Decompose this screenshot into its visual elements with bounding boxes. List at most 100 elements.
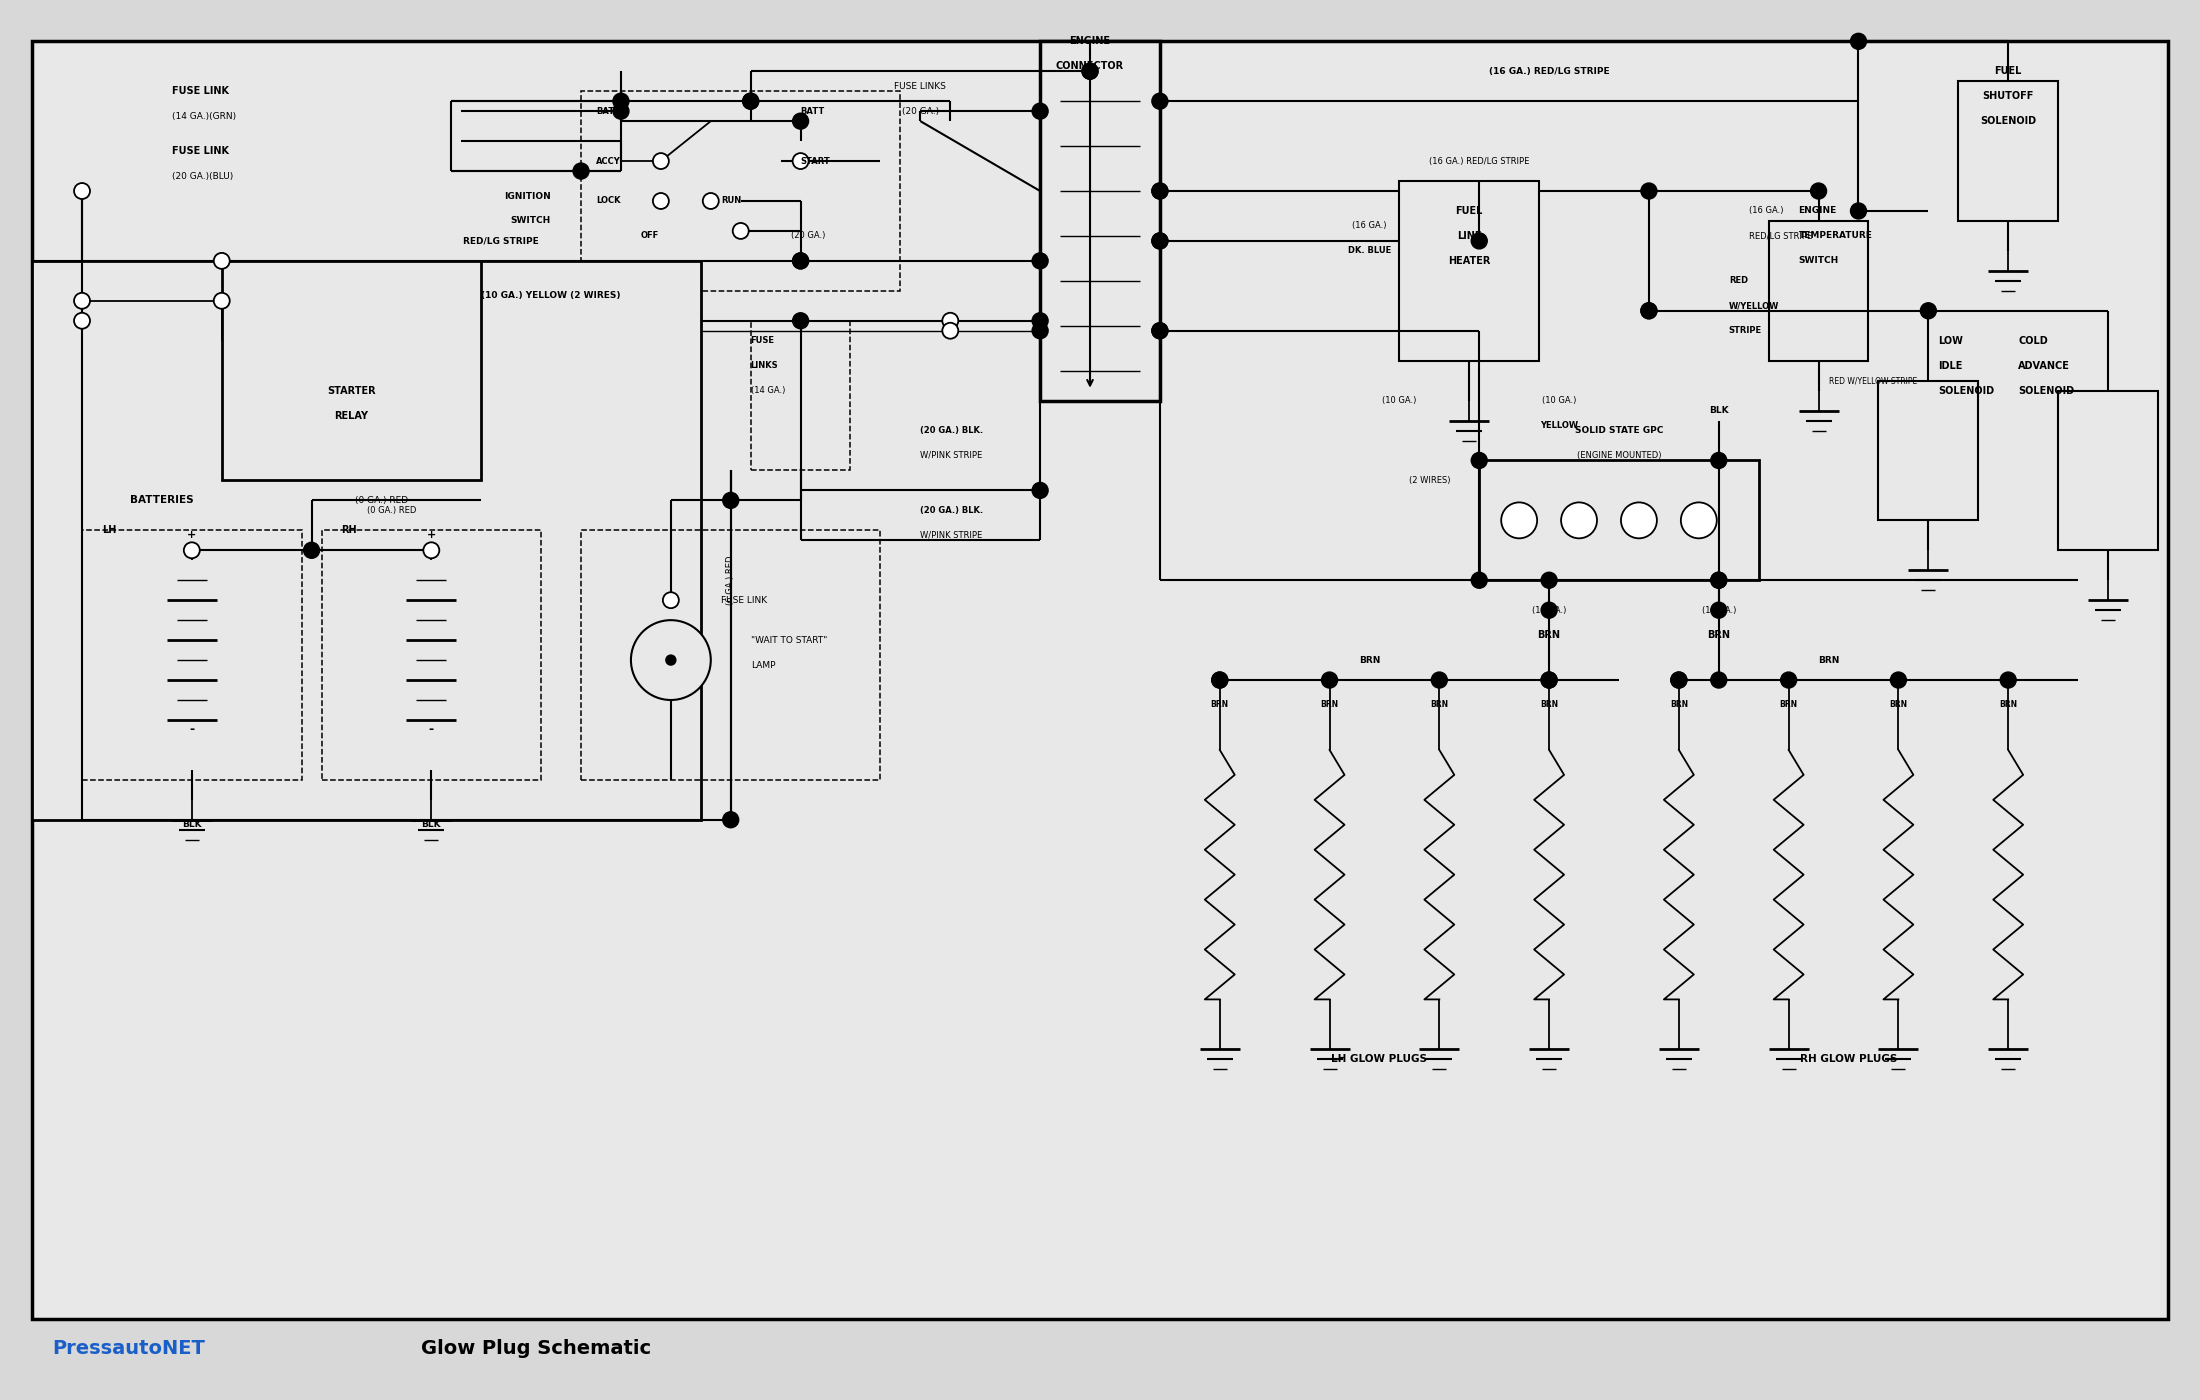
Circle shape (667, 655, 675, 665)
Circle shape (1082, 63, 1098, 80)
Circle shape (1472, 452, 1487, 469)
Text: SHUTOFF: SHUTOFF (1982, 91, 2033, 101)
Circle shape (792, 153, 810, 169)
Circle shape (1641, 302, 1657, 319)
Text: LOW: LOW (1938, 336, 1962, 346)
Text: LH: LH (101, 525, 117, 535)
Circle shape (1921, 302, 1936, 319)
Text: SOLENOID: SOLENOID (1980, 116, 2037, 126)
Text: FUEL: FUEL (1456, 206, 1483, 216)
Circle shape (733, 223, 748, 239)
Circle shape (792, 312, 810, 329)
Text: BLK: BLK (422, 820, 442, 829)
Text: BRN: BRN (1670, 700, 1687, 710)
Circle shape (614, 104, 629, 119)
Text: BATTERIES: BATTERIES (130, 496, 194, 505)
Bar (1041, 42, 1159, 400)
Text: LAMP: LAMP (750, 661, 774, 669)
Text: (16 GA.): (16 GA.) (1353, 221, 1386, 231)
Circle shape (653, 193, 669, 209)
Text: W/PINK STRIPE: W/PINK STRIPE (920, 531, 983, 540)
Bar (1958, 81, 2057, 221)
Text: BATT: BATT (801, 106, 825, 116)
Text: FUEL: FUEL (1995, 66, 2022, 76)
Text: BRN: BRN (1360, 655, 1379, 665)
Circle shape (185, 542, 200, 559)
Text: LINE: LINE (1456, 231, 1481, 241)
Circle shape (1712, 573, 1727, 588)
Text: (ENGINE MOUNTED): (ENGINE MOUNTED) (1577, 451, 1661, 461)
Circle shape (1681, 503, 1716, 539)
Bar (750, 321, 851, 470)
Text: (10 GA.): (10 GA.) (1701, 606, 1736, 615)
Text: W/YELLOW: W/YELLOW (1729, 301, 1780, 311)
Circle shape (1562, 503, 1597, 539)
Text: (10 GA.): (10 GA.) (1542, 396, 1575, 405)
Circle shape (75, 293, 90, 309)
Circle shape (1153, 183, 1168, 199)
Text: FUSE LINK: FUSE LINK (722, 595, 768, 605)
Circle shape (792, 113, 810, 129)
Circle shape (1153, 323, 1168, 339)
Text: (20 GA.)(BLU): (20 GA.)(BLU) (172, 172, 233, 181)
Bar (581, 91, 900, 291)
Text: RED/LG STRIPE: RED/LG STRIPE (1749, 231, 1813, 241)
Circle shape (1032, 253, 1047, 269)
Text: FUSE LINK: FUSE LINK (172, 146, 229, 155)
Text: BRN: BRN (1817, 655, 1839, 665)
Text: FUSE LINK: FUSE LINK (172, 87, 229, 97)
Text: SOLID STATE GPC: SOLID STATE GPC (1575, 426, 1663, 435)
Circle shape (724, 812, 739, 827)
Text: -: - (189, 724, 194, 736)
Text: BRN: BRN (1890, 700, 1907, 710)
Text: YELLOW: YELLOW (1540, 421, 1577, 430)
Circle shape (1472, 232, 1487, 249)
Circle shape (614, 94, 629, 109)
Circle shape (1542, 672, 1558, 687)
Bar (2057, 391, 2158, 550)
Text: BRN: BRN (1538, 630, 1560, 640)
Circle shape (1322, 672, 1338, 687)
Text: (20 GA.) BLK.: (20 GA.) BLK. (920, 426, 983, 435)
Circle shape (792, 253, 810, 269)
Bar (222, 260, 482, 480)
Circle shape (1811, 183, 1826, 199)
Text: CONNECTOR: CONNECTOR (1056, 62, 1124, 71)
Text: FUSE: FUSE (750, 336, 774, 346)
Circle shape (792, 253, 810, 269)
Text: RED/LG STRIPE: RED/LG STRIPE (464, 237, 539, 245)
Text: LH GLOW PLUGS: LH GLOW PLUGS (1331, 1054, 1428, 1064)
Circle shape (1542, 573, 1558, 588)
Text: (14 GA.): (14 GA.) (750, 386, 785, 395)
Circle shape (1670, 672, 1687, 687)
Circle shape (942, 323, 959, 339)
Circle shape (744, 94, 759, 109)
Circle shape (1432, 672, 1448, 687)
Circle shape (1712, 602, 1727, 619)
Text: (16 GA.) RED/LG STRIPE: (16 GA.) RED/LG STRIPE (1430, 157, 1529, 165)
Circle shape (75, 312, 90, 329)
Text: SWITCH: SWITCH (1800, 256, 1839, 266)
Text: STARTER: STARTER (328, 385, 376, 396)
Bar (1879, 381, 1978, 521)
Text: +: + (427, 531, 436, 540)
Text: (20 GA.) BLK.: (20 GA.) BLK. (920, 505, 983, 515)
Circle shape (1621, 503, 1657, 539)
Text: (10 GA.) YELLOW (2 WIRES): (10 GA.) YELLOW (2 WIRES) (482, 291, 620, 301)
Circle shape (724, 493, 739, 508)
Circle shape (1082, 63, 1098, 80)
Circle shape (213, 293, 229, 309)
Text: (2 WIRES): (2 WIRES) (1408, 476, 1450, 484)
Circle shape (75, 183, 90, 199)
Text: Glow Plug Schematic: Glow Plug Schematic (422, 1340, 651, 1358)
Text: BATT: BATT (596, 106, 620, 116)
Circle shape (631, 620, 711, 700)
Circle shape (304, 542, 319, 559)
Circle shape (1212, 672, 1228, 687)
Text: FUSE LINKS: FUSE LINKS (895, 81, 946, 91)
Bar (1478, 461, 1758, 580)
Text: BLK: BLK (183, 820, 202, 829)
Text: W/PINK STRIPE: W/PINK STRIPE (920, 451, 983, 461)
Text: PressautoNET: PressautoNET (53, 1340, 205, 1358)
Text: (10 GA.): (10 GA.) (1531, 606, 1566, 615)
